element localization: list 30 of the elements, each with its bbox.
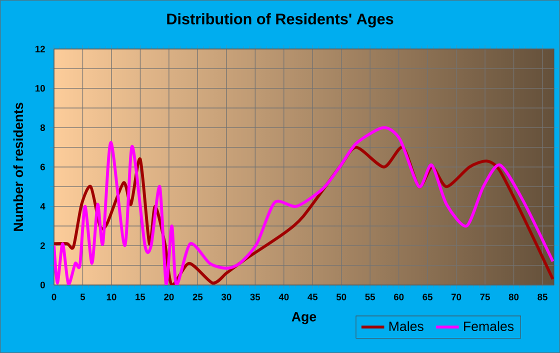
x-tick-label: 60	[394, 294, 404, 300]
y-tick-label: 6	[40, 164, 45, 170]
x-tick-label: 35	[250, 294, 260, 300]
x-axis-title: Age	[292, 312, 316, 324]
y-tick-label: 2	[40, 242, 45, 249]
chart-title: Distribution of Residents' Ages	[167, 13, 394, 28]
x-tick-label: 20	[164, 294, 174, 300]
x-tick-label: 10	[106, 294, 116, 300]
x-tick-label: 45	[308, 294, 318, 300]
y-tick-label: 8	[40, 124, 46, 131]
legend-label: Males	[389, 321, 424, 332]
y-tick-label: 10	[36, 85, 45, 92]
x-tick-label: 50	[336, 294, 346, 300]
x-tick-label: 75	[480, 294, 490, 300]
x-tick-label: 40	[278, 294, 289, 300]
x-tick-label: 15	[136, 294, 146, 300]
y-axis-title: Number of residents	[13, 102, 24, 231]
x-tick-label: 85	[538, 294, 548, 300]
y-tick-label: 4	[40, 203, 46, 210]
x-tick-label: 55	[365, 294, 376, 300]
legend-label: Females	[464, 321, 514, 332]
x-tick-label: 30	[221, 294, 232, 300]
x-tick-label: 0	[52, 294, 56, 300]
x-tick-label: 80	[508, 294, 519, 300]
x-tick-label: 25	[192, 294, 203, 300]
y-tick-label: 0	[40, 282, 45, 288]
x-tick-label: 65	[422, 294, 432, 300]
x-tick-label: 5	[80, 294, 86, 300]
x-tick-label: 70	[452, 294, 462, 300]
y-tick-label: 12	[36, 46, 45, 52]
